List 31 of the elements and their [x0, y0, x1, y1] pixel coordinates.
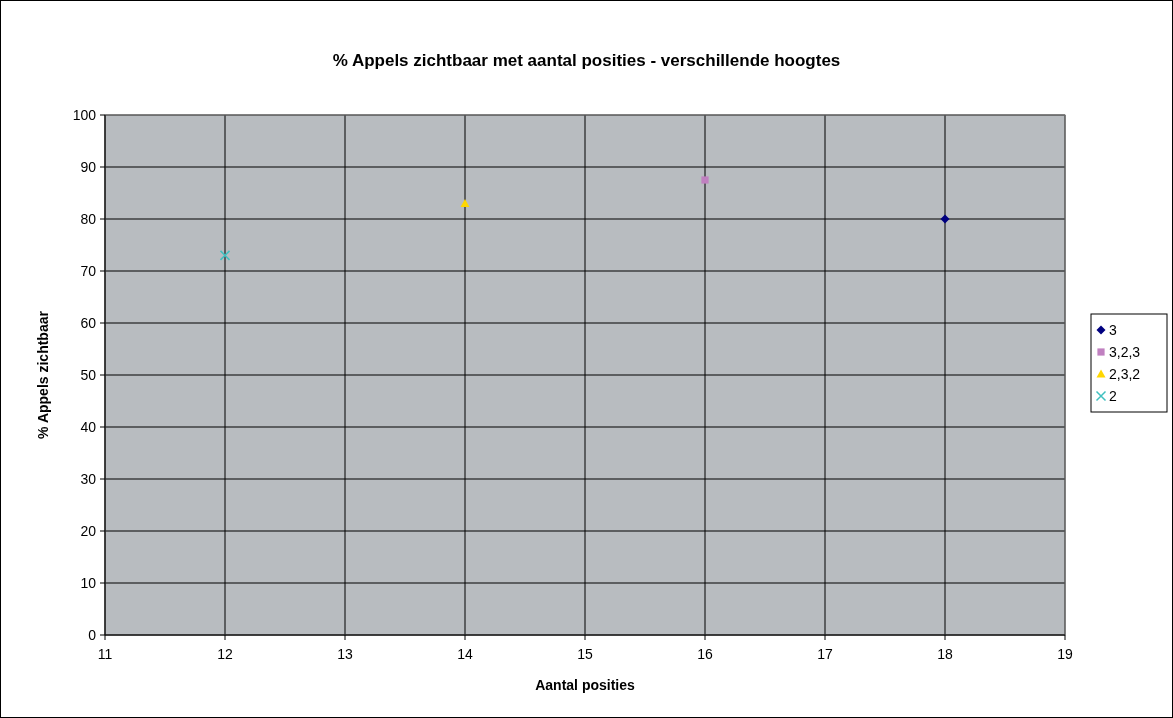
point — [701, 176, 709, 184]
chart-title: % Appels zichtbaar met aantal posities - verschillende hoogtes — [332, 51, 841, 70]
y-tick-label: 0 — [88, 626, 97, 643]
x-tick-label: 17 — [817, 646, 833, 662]
legend-label: 3,2,3 — [1109, 343, 1141, 360]
legend-label: 2,3,2 — [1109, 365, 1141, 382]
y-tick-label: 80 — [80, 210, 97, 227]
point — [460, 198, 470, 207]
x-tick-label: 14 — [457, 646, 473, 662]
x-tick-label: 15 — [577, 646, 593, 662]
y-axis-title: % Appels zichtbaar — [35, 310, 51, 439]
y-tick-label: 100 — [72, 106, 97, 123]
y-tick-label: 60 — [80, 314, 97, 331]
x-tick-label: 19 — [1057, 646, 1073, 662]
x-tick-label: 18 — [937, 646, 953, 662]
y-tick-label: 20 — [80, 522, 97, 539]
x-tick-label: 16 — [697, 646, 713, 662]
y-tick-label: 70 — [80, 262, 97, 279]
y-tick-label: 30 — [80, 470, 97, 487]
point — [219, 250, 231, 261]
legend-label: 2 — [1109, 387, 1117, 404]
x-axis-title: Aantal posities — [535, 677, 635, 693]
x-tick-label: 11 — [97, 646, 113, 662]
y-tick-label: 40 — [80, 418, 97, 435]
y-tick-label: 10 — [80, 574, 97, 591]
x-tick-label: 13 — [337, 646, 353, 662]
x-tick-label: 12 — [217, 646, 233, 662]
point — [940, 214, 950, 224]
y-tick-label: 50 — [80, 366, 97, 383]
legend-label: 3 — [1109, 321, 1117, 338]
y-tick-label: 90 — [80, 158, 97, 175]
